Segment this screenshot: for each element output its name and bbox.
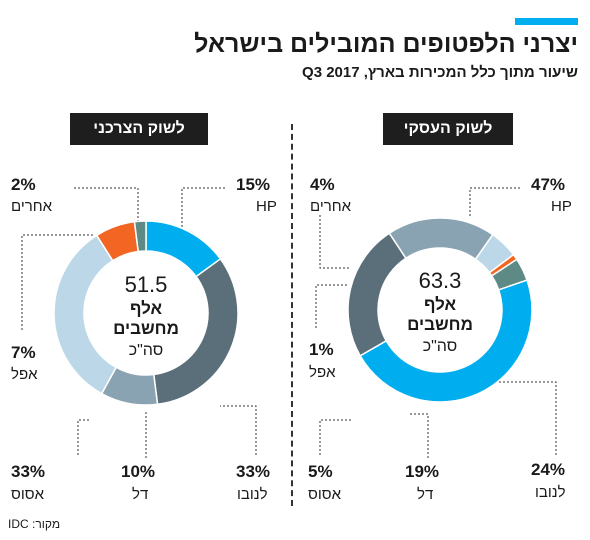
business-leader-line-1 xyxy=(486,381,557,455)
consumer-donut-hole xyxy=(84,251,208,375)
consumer-lenovo-percent: 33% xyxy=(236,462,271,481)
consumer-leader-line-0 xyxy=(181,187,225,232)
consumer-leader-line-3 xyxy=(77,419,90,455)
consumer-section-title: לשוק הצרכני xyxy=(70,113,208,145)
business-leader-line-4 xyxy=(315,284,348,328)
business-others-percent: 4% xyxy=(310,175,335,194)
business-section-title: לשוק העסקי xyxy=(383,113,513,145)
consumer-apple-percent: 7% xyxy=(11,343,36,362)
business-lenovo-percent: 24% xyxy=(531,460,566,479)
consumer-hp-percent: 15% xyxy=(236,175,271,194)
business-donut-hole xyxy=(378,248,502,372)
business-leader-line-2 xyxy=(410,413,429,458)
consumer-total-value: 51.5 xyxy=(124,272,168,297)
business-leader-line-0 xyxy=(469,187,520,218)
business-apple-name: אפל xyxy=(309,364,336,381)
business-asus-name: אסוס xyxy=(308,486,341,503)
business-apple-percent: 1% xyxy=(309,340,334,359)
business-leader-line-3 xyxy=(319,419,352,455)
business-total-caption: סה"כ xyxy=(422,338,458,355)
consumer-dell-name: דל xyxy=(132,486,149,503)
business-dell-percent: 19% xyxy=(405,462,440,481)
business-others-name: אחרים xyxy=(310,198,352,215)
consumer-others-name: אחרים xyxy=(11,198,53,215)
consumer-others-percent: 2% xyxy=(11,175,36,194)
consumer-total-label: מחשבים xyxy=(113,319,179,338)
business-hp-name: HP xyxy=(551,198,572,215)
business-asus-percent: 5% xyxy=(308,462,333,481)
business-total-value: 63.3 xyxy=(418,268,462,293)
business-hp-percent: 47% xyxy=(531,175,566,194)
consumer-asus-name: אסוס xyxy=(11,486,44,503)
accent-bar xyxy=(515,18,578,25)
business-total-label: מחשבים xyxy=(407,315,473,334)
consumer-leader-line-5 xyxy=(74,187,139,222)
section-divider xyxy=(291,124,293,506)
consumer-dell-percent: 10% xyxy=(121,462,156,481)
source-note: מקור: IDC xyxy=(8,517,61,531)
consumer-total-unit: אלף xyxy=(129,299,163,318)
consumer-lenovo-name: לנובו xyxy=(237,486,268,503)
consumer-total-caption: סה"כ xyxy=(128,342,164,359)
consumer-apple-name: אפל xyxy=(11,366,38,383)
consumer-asus-percent: 33% xyxy=(11,462,46,481)
consumer-hp-name: HP xyxy=(256,198,277,215)
consumer-leader-line-1 xyxy=(220,405,257,455)
page-subtitle: שיעור מתוך כלל המכירות בארץ, Q3 2017 xyxy=(302,64,578,81)
business-total-unit: אלף xyxy=(423,295,457,314)
business-leader-line-5 xyxy=(319,215,350,269)
page-title: יצרני הלפטופים המובילים בישראל xyxy=(194,30,578,58)
business-lenovo-name: לנובו xyxy=(535,484,566,501)
business-dell-name: דל xyxy=(417,486,434,503)
